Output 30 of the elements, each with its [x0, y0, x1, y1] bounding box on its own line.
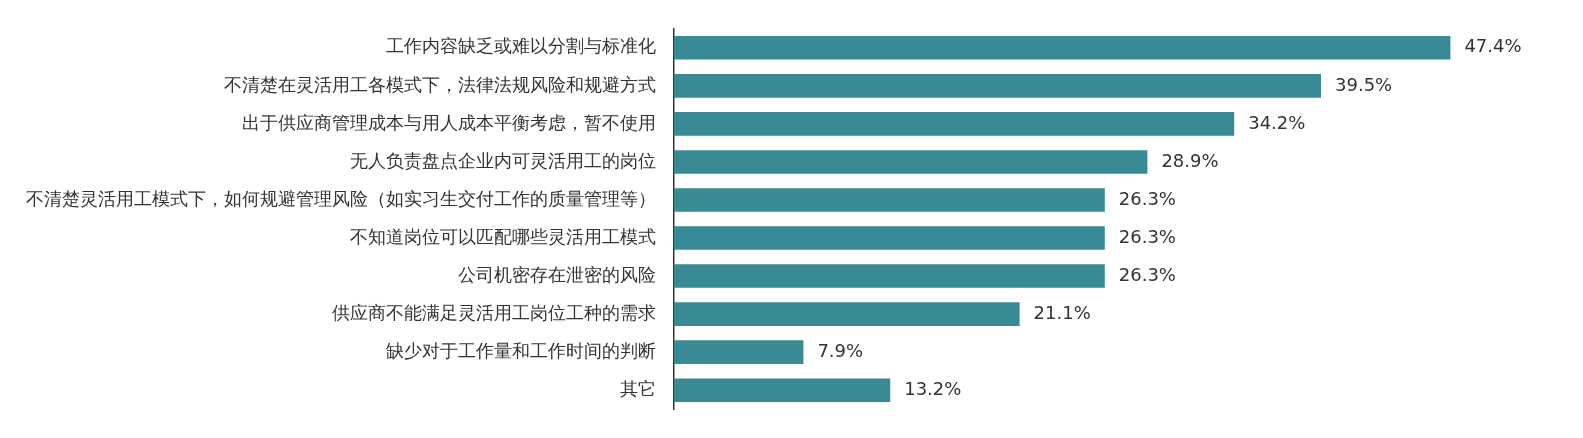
y-tick-label: 公司机密存在泄密的风险 [458, 263, 656, 285]
bar [674, 188, 1105, 212]
bar [674, 340, 804, 364]
data-label: 34.2% [1248, 111, 1306, 133]
bar [674, 150, 1148, 174]
data-label: 7.9% [817, 339, 864, 361]
data-label: 26.3% [1118, 187, 1176, 209]
data-label: 39.5% [1335, 73, 1393, 95]
y-tick-label: 出于供应商管理成本与用人成本平衡考虑，暂不使用 [242, 111, 656, 133]
bar [674, 74, 1322, 98]
bar [674, 264, 1105, 288]
bar [674, 112, 1235, 136]
y-tick-label: 工作内容缺乏或难以分割与标准化 [386, 35, 656, 57]
y-tick-label: 不知道岗位可以匹配哪些灵活用工模式 [350, 225, 656, 247]
data-label: 28.9% [1161, 149, 1219, 171]
bar [674, 378, 891, 402]
data-label: 13.2% [904, 377, 962, 399]
data-label: 21.1% [1033, 301, 1091, 323]
y-tick-label: 其它 [620, 377, 656, 399]
y-tick-label: 供应商不能满足灵活用工岗位工种的需求 [332, 301, 656, 323]
bar [674, 302, 1020, 326]
data-label: 26.3% [1118, 225, 1176, 247]
data-label: 47.4% [1464, 35, 1522, 57]
y-tick-label: 无人负责盘点企业内可灵活用工的岗位 [350, 149, 656, 171]
y-tick-label: 缺少对于工作量和工作时间的判断 [386, 339, 656, 361]
y-tick-label: 不清楚在灵活用工各模式下，法律法规风险和规避方式 [224, 73, 656, 95]
bar [674, 226, 1105, 250]
data-label: 26.3% [1118, 263, 1176, 285]
y-tick-label: 不清楚灵活用工模式下，如何规避管理风险（如实习生交付工作的质量管理等） [26, 187, 656, 209]
bar [674, 36, 1451, 60]
